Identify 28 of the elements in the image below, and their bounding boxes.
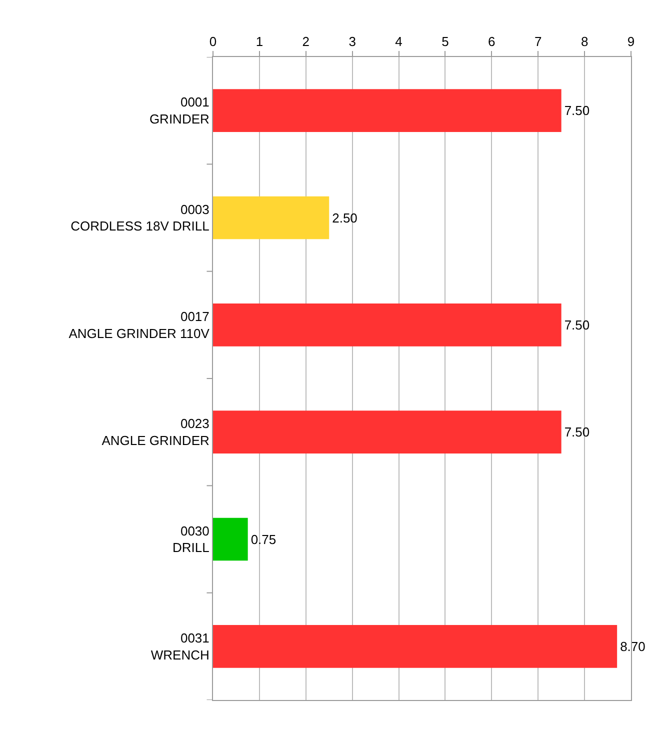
data-label: 7.50 — [564, 103, 590, 118]
y-tick-label: 0031 WRENCH — [150, 630, 210, 662]
bar — [213, 410, 562, 454]
x-tick-label: 5 — [442, 34, 449, 49]
y-tick-label: 0030 DRILL — [172, 523, 210, 556]
x-tick-label: 3 — [348, 34, 356, 49]
x-tick-label: 8 — [580, 34, 588, 49]
x-tick-label: 2 — [302, 34, 310, 49]
bar — [213, 89, 562, 132]
bar — [213, 518, 248, 561]
data-label: 2.50 — [332, 210, 358, 226]
data-label: 7.50 — [564, 317, 590, 332]
bar — [213, 624, 618, 668]
data-label: 0.75 — [250, 532, 276, 547]
data-label: 7.50 — [564, 424, 590, 440]
x-tick-label: 9 — [627, 34, 635, 49]
x-tick-label: 0 — [209, 34, 217, 49]
bar — [213, 303, 562, 346]
x-tick-label: 1 — [256, 34, 264, 49]
x-tick-label: 7 — [534, 34, 542, 49]
x-tick-label: 6 — [488, 34, 496, 49]
data-label: 8.70 — [620, 638, 646, 654]
y-tick-label: 0017 ANGLE GRINDER 110V — [68, 309, 210, 341]
x-tick-label: 4 — [395, 34, 402, 49]
y-tick-label: 0001 GRINDER — [149, 94, 210, 127]
y-tick-label: 0023 ANGLE GRINDER — [102, 416, 210, 448]
bar — [213, 196, 330, 240]
y-tick-label: 0003 CORDLESS 18V DRILL — [70, 202, 210, 234]
